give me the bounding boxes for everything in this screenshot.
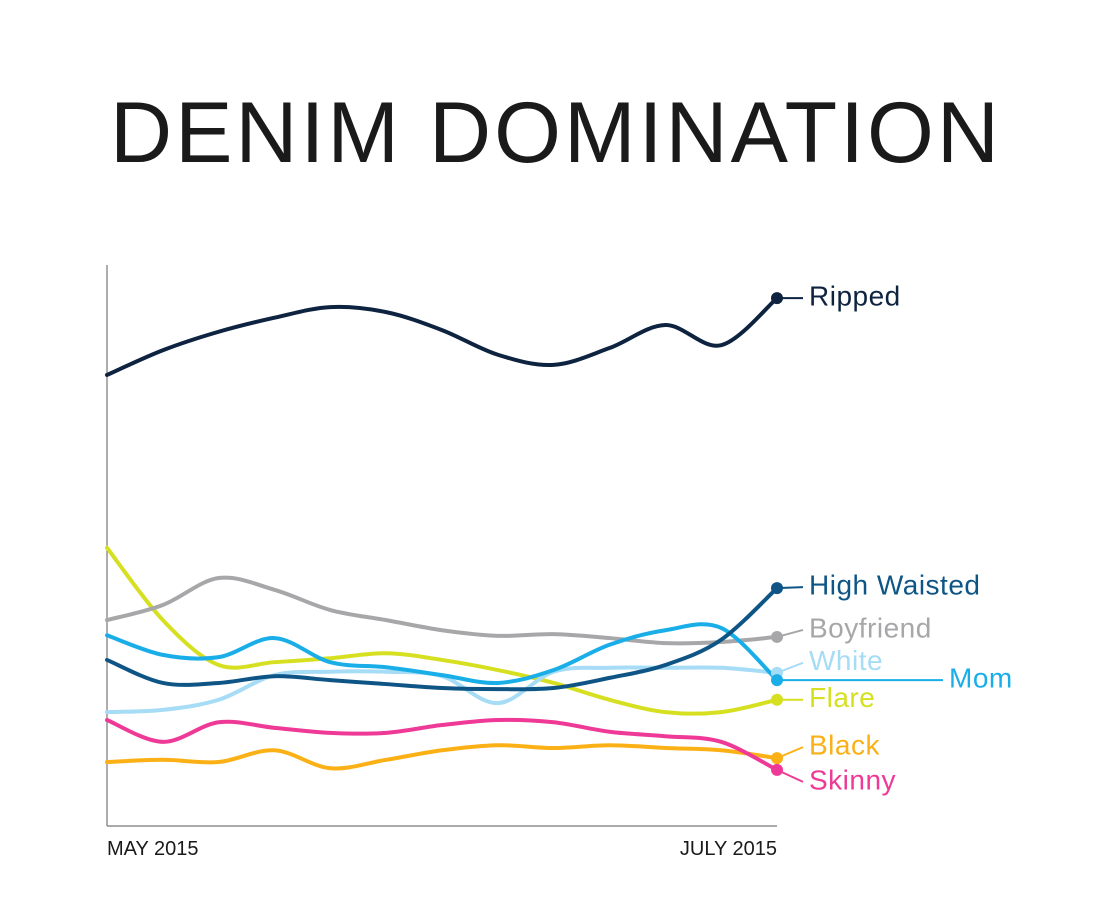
x-tick-label: JULY 2015 — [680, 838, 777, 860]
end-point — [771, 630, 783, 643]
series-label: Ripped — [809, 280, 901, 311]
series-label: White — [809, 645, 883, 676]
x-tick-label: MAY 2015 — [107, 838, 199, 860]
series-line — [105, 622, 779, 685]
series-line — [105, 296, 779, 377]
series-label: Black — [809, 730, 880, 761]
series-line — [105, 545, 779, 716]
end-point — [771, 763, 783, 776]
series-line — [105, 575, 779, 646]
series-line — [105, 586, 779, 692]
end-point — [771, 292, 783, 305]
series-line — [105, 717, 779, 772]
series-line — [105, 743, 779, 771]
series-label: Boyfriend — [809, 612, 932, 643]
end-point — [771, 582, 783, 595]
series-label: Mom — [949, 663, 1013, 694]
series-label: Skinny — [809, 764, 896, 795]
series-label: High Waisted — [809, 570, 980, 601]
series-label: Flare — [809, 682, 875, 713]
end-point — [771, 693, 783, 706]
chart-title: DENIM DOMINATION — [110, 85, 1002, 181]
end-point — [771, 674, 783, 687]
end-point — [771, 752, 783, 765]
